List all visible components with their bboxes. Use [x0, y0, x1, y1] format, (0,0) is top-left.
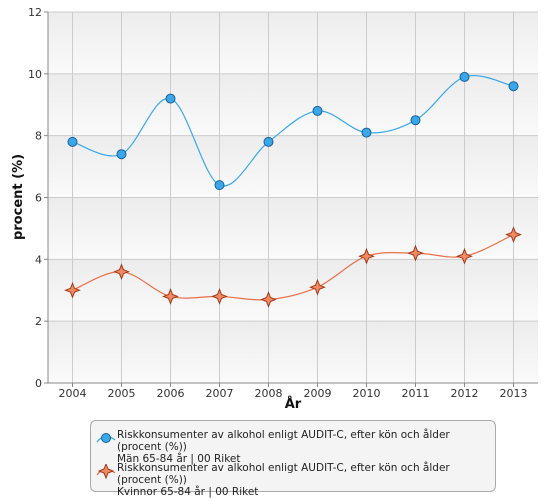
- marker: [358, 247, 375, 265]
- x-tick-label: 2010: [353, 387, 381, 400]
- marker: [97, 464, 115, 480]
- y-axis-label: procent (%): [11, 154, 26, 240]
- x-tick-label: 2009: [304, 387, 332, 400]
- marker: [113, 263, 130, 281]
- x-tick-label: 2005: [108, 387, 136, 400]
- marker: [361, 127, 372, 138]
- y-tick-label: 6: [35, 192, 42, 205]
- marker: [309, 278, 326, 296]
- plot-band: [48, 135, 538, 198]
- marker: [456, 247, 473, 265]
- legend-label: Riskkonsumenter av alkohol enligt AUDIT-…: [117, 429, 450, 465]
- y-tick-label: 0: [35, 377, 42, 390]
- marker: [263, 136, 274, 147]
- marker: [101, 433, 111, 443]
- legend-icon: [96, 464, 116, 480]
- marker: [505, 226, 522, 243]
- marker: [260, 291, 277, 308]
- marker: [67, 136, 78, 147]
- marker: [312, 105, 323, 116]
- marker: [165, 93, 176, 104]
- plot-band: [48, 259, 538, 322]
- marker: [214, 180, 225, 191]
- y-tick-label: 12: [28, 6, 42, 19]
- x-tick-label: 2008: [255, 387, 283, 400]
- x-axis-label: År: [285, 396, 302, 412]
- x-tick-label: 2006: [157, 387, 185, 400]
- x-tick-label: 2013: [500, 387, 528, 400]
- x-tick-label: 2004: [59, 387, 87, 400]
- y-tick-label: 2: [35, 315, 42, 328]
- marker: [407, 244, 424, 262]
- marker: [211, 288, 228, 305]
- series-line: [72, 234, 514, 301]
- chart: procent (%) År 0 2 4 6 8 10 12 2004 2005 2006 2007…: [11, 6, 538, 412]
- legend: Riskkonsumenter av alkohol enligt AUDIT-…: [90, 420, 496, 498]
- marker: [508, 81, 519, 92]
- legend-entry: Riskkonsumenter av alkohol enligt AUDIT-…: [96, 462, 495, 498]
- marker: [64, 281, 81, 299]
- legend-icon: [96, 433, 116, 443]
- plot-band: [48, 12, 538, 74]
- y-tick-label: 4: [35, 253, 42, 266]
- series-line: [72, 75, 514, 187]
- marker: [162, 288, 179, 305]
- y-tick-label: 8: [35, 130, 42, 143]
- marker: [116, 149, 127, 160]
- plot-band: [48, 73, 538, 136]
- x-tick-label: 2012: [451, 387, 479, 400]
- plot-band: [48, 197, 538, 260]
- x-tick-label: 2011: [402, 387, 430, 400]
- legend-entry: Riskkonsumenter av alkohol enligt AUDIT-…: [96, 429, 495, 465]
- marker: [410, 115, 421, 126]
- y-tick-label: 10: [28, 68, 42, 81]
- plot-band: [48, 321, 538, 383]
- x-tick-label: 2007: [206, 387, 234, 400]
- marker: [459, 71, 470, 82]
- legend-label: Riskkonsumenter av alkohol enligt AUDIT-…: [117, 462, 450, 498]
